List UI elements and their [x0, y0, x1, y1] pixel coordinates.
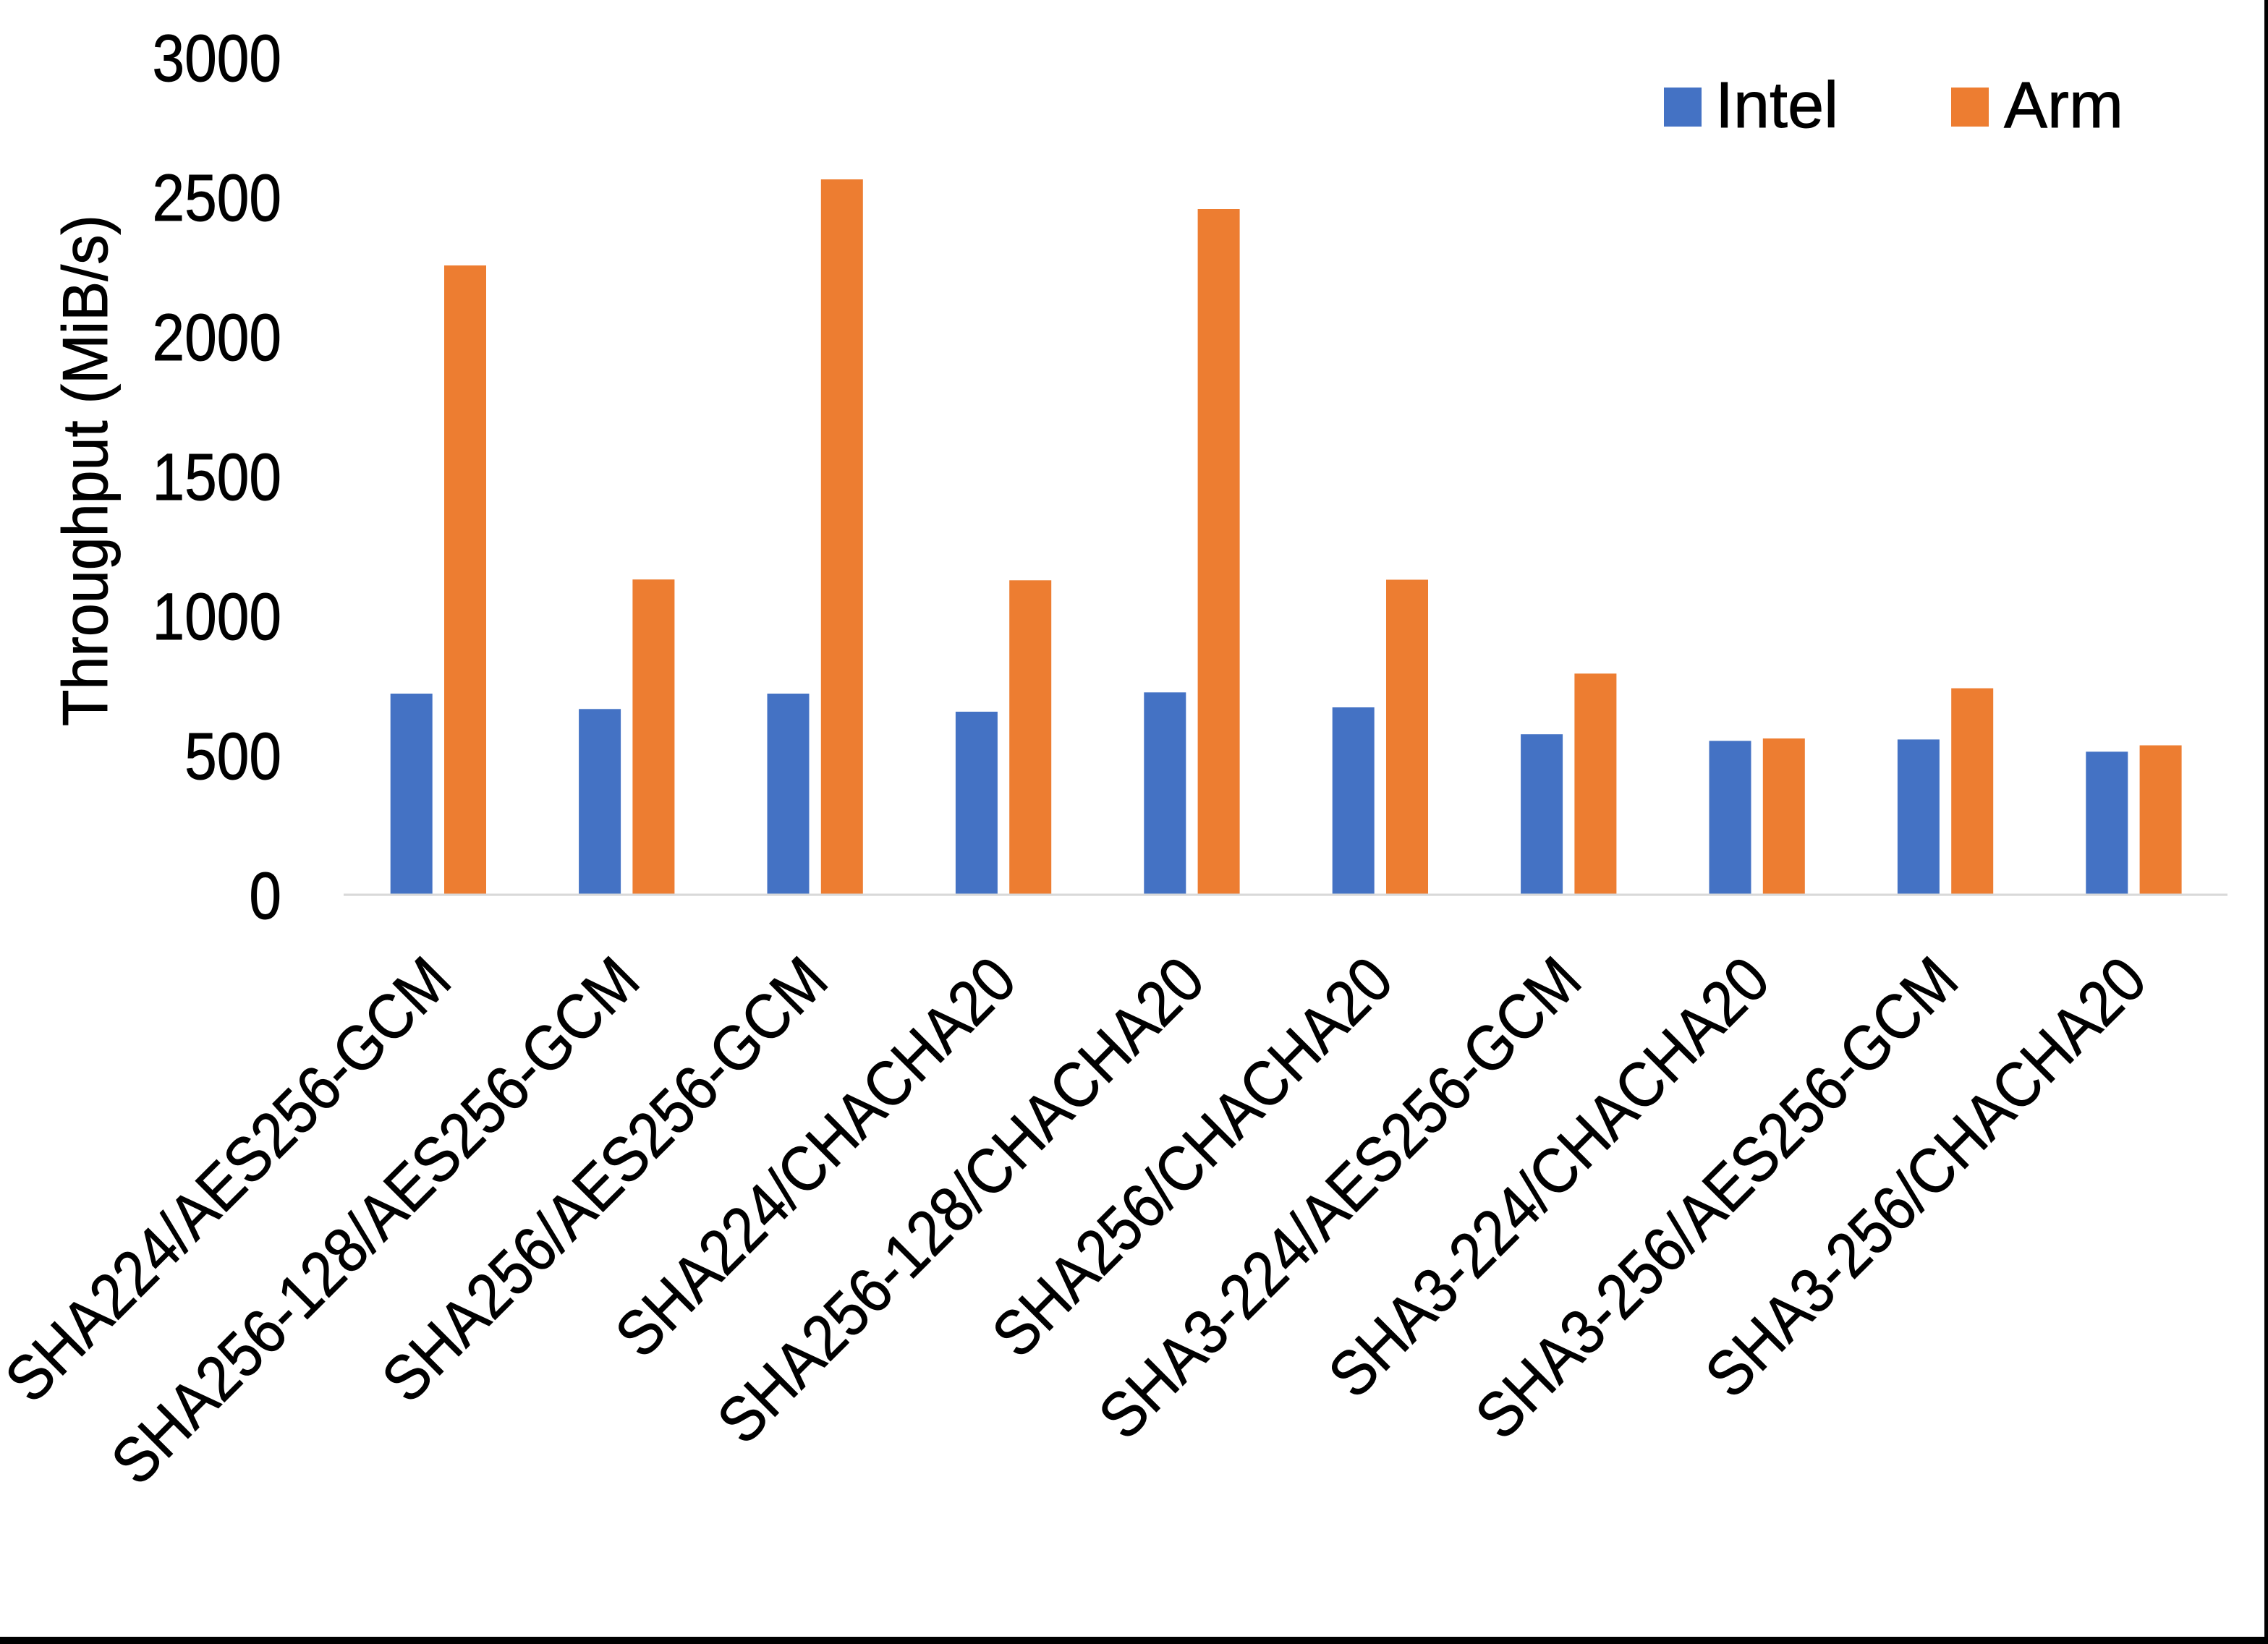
svg-text:2000: 2000	[153, 301, 282, 375]
svg-text:3000: 3000	[153, 22, 282, 95]
svg-text:1000: 1000	[153, 580, 282, 654]
svg-text:Intel: Intel	[1715, 69, 1838, 142]
svg-text:Throughput (MiB/s): Throughput (MiB/s)	[49, 215, 121, 726]
svg-text:0: 0	[249, 859, 281, 933]
svg-text:Arm: Arm	[2004, 69, 2123, 142]
svg-text:2500: 2500	[153, 161, 282, 235]
svg-text:500: 500	[184, 720, 281, 793]
svg-text:1500: 1500	[153, 440, 282, 514]
